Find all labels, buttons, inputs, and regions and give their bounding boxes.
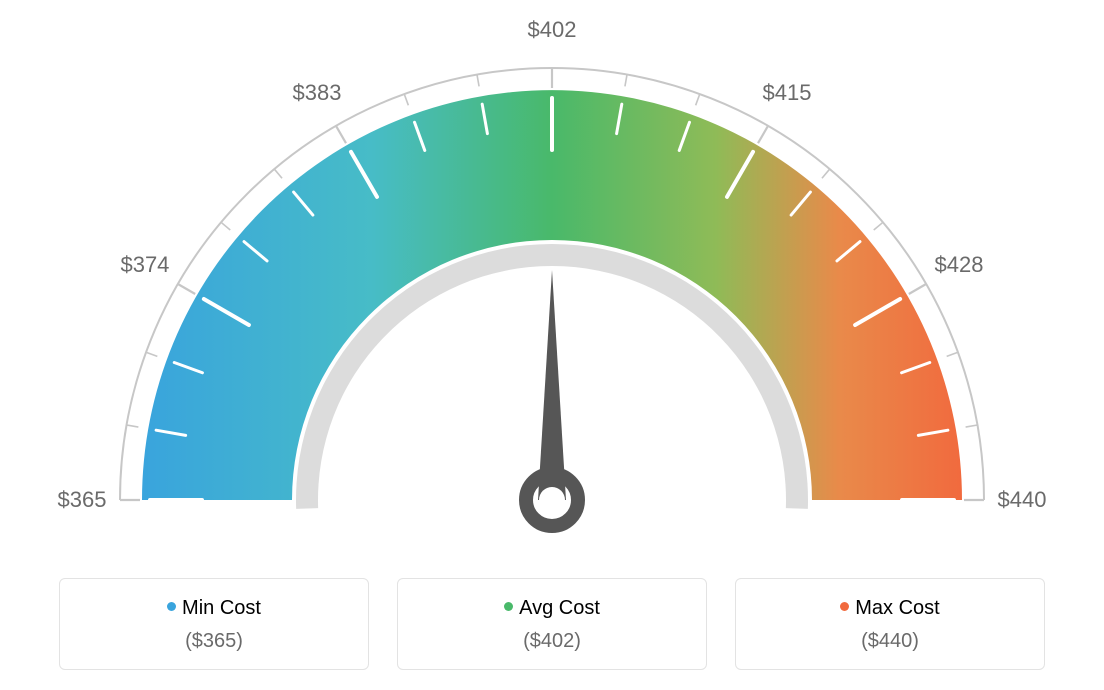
legend-title-text: Min Cost [182, 597, 261, 619]
dot-icon [504, 602, 513, 611]
legend-card-avg: Avg Cost ($402) [397, 578, 707, 670]
legend-title-text: Avg Cost [519, 597, 600, 619]
legend-title-avg: Avg Cost [408, 597, 696, 620]
gauge-tick-label: $383 [293, 80, 342, 106]
gauge-tick-label: $402 [528, 17, 577, 43]
legend-value-max: ($440) [746, 630, 1034, 653]
gauge-tick-label: $428 [935, 252, 984, 278]
gauge-tick-label: $440 [998, 487, 1047, 513]
dot-icon [167, 602, 176, 611]
legend-title-min: Min Cost [70, 597, 358, 620]
legend-value-min: ($365) [70, 630, 358, 653]
legend-value-avg: ($402) [408, 630, 696, 653]
legend-title-max: Max Cost [746, 597, 1034, 620]
gauge-svg [0, 0, 1104, 560]
gauge-chart: $365 $374 $383 $402 $415 $428 $440 [0, 0, 1104, 560]
legend-card-min: Min Cost ($365) [59, 578, 369, 670]
gauge-tick-label: $374 [120, 252, 169, 278]
legend-title-text: Max Cost [855, 597, 939, 619]
gauge-tick-label: $365 [58, 487, 107, 513]
dot-icon [840, 602, 849, 611]
legend-card-max: Max Cost ($440) [735, 578, 1045, 670]
legend-row: Min Cost ($365) Avg Cost ($402) Max Cost… [0, 578, 1104, 670]
gauge-tick-label: $415 [763, 80, 812, 106]
